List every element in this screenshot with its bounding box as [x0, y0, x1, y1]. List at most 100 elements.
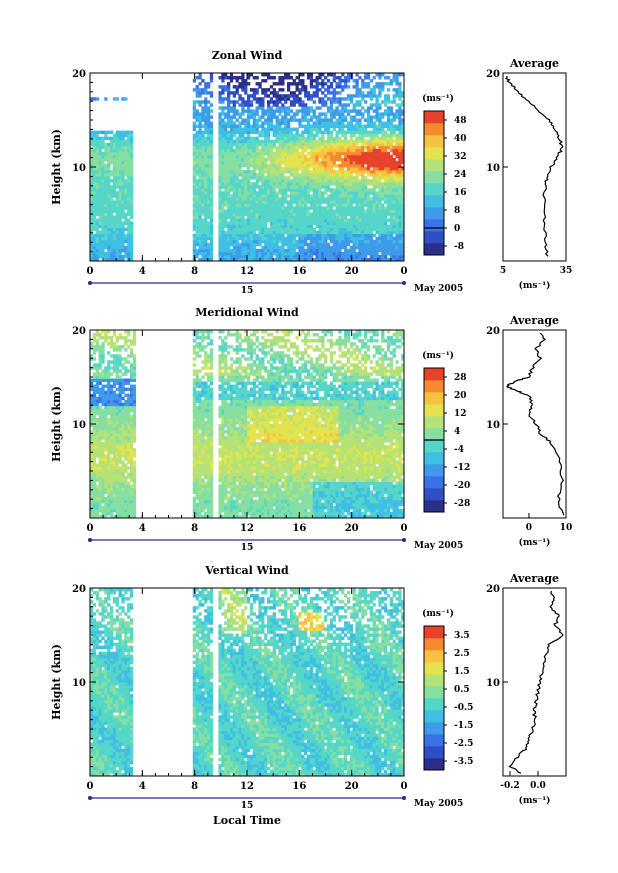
heatmap-cell — [101, 221, 105, 226]
heatmap-cell — [112, 505, 117, 510]
heatmap-cell — [98, 375, 102, 379]
heatmap-cell — [118, 148, 122, 153]
heatmap-cell — [127, 136, 131, 141]
heatmap-cell — [281, 230, 285, 235]
heatmap-cell — [247, 224, 251, 229]
heatmap-cell — [235, 88, 239, 92]
heatmap-cell — [195, 151, 199, 156]
heatmap-cell — [286, 106, 291, 110]
heatmap-cell — [355, 236, 359, 241]
heatmap-cell — [386, 157, 391, 162]
heatmap-cell — [364, 248, 368, 253]
heatmap-cell — [284, 100, 288, 104]
heatmap-cell — [329, 212, 334, 216]
heatmap-cell — [272, 154, 276, 159]
heatmap-cell — [109, 366, 114, 370]
heatmap-cell — [338, 97, 342, 101]
heatmap-cell — [326, 254, 331, 259]
heatmap-cell — [278, 145, 282, 150]
heatmap-cell — [372, 212, 376, 216]
heatmap-cell — [92, 442, 97, 446]
heatmap-cell — [269, 233, 274, 238]
heatmap-cell — [355, 221, 359, 226]
heatmap-cell — [326, 179, 331, 183]
heatmap-cell — [112, 236, 117, 241]
heatmap-cell — [375, 224, 379, 229]
heatmap-cell — [255, 100, 259, 104]
heatmap-cell — [284, 133, 288, 138]
heatmap-cell — [258, 221, 262, 226]
heatmap-cell — [292, 230, 296, 235]
heatmap-cell — [309, 97, 314, 101]
heatmap-cell — [209, 251, 214, 256]
heatmap-cell — [95, 448, 99, 452]
heatmap-cell — [355, 88, 359, 92]
heatmap-cell — [101, 399, 105, 404]
heatmap-cell — [195, 100, 199, 104]
heatmap-cell — [329, 133, 334, 138]
heatmap-cell — [361, 163, 365, 168]
colorbar-swatch — [424, 171, 444, 184]
heatmap-cell — [241, 212, 245, 216]
heatmap-cell — [121, 182, 125, 186]
heatmap-cell — [264, 112, 268, 116]
heatmap-cell — [312, 176, 316, 180]
heatmap-cell — [349, 236, 354, 241]
heatmap-cell — [229, 118, 234, 122]
heatmap-cell — [384, 100, 388, 104]
heatmap-cell — [364, 176, 368, 180]
heatmap-cell — [286, 245, 291, 250]
heatmap-cell — [298, 230, 302, 235]
heatmap-cell — [266, 206, 271, 210]
heatmap-cell — [344, 209, 348, 213]
heatmap-cell — [286, 109, 291, 113]
heatmap-cell — [395, 203, 399, 207]
heatmap-cell — [95, 179, 99, 183]
heatmap-cell — [92, 242, 97, 247]
heatmap-cell — [329, 227, 334, 232]
heatmap-cell — [204, 206, 208, 210]
heatmap-cell — [109, 257, 114, 262]
heatmap-cell — [90, 454, 94, 458]
heatmap-cell — [201, 221, 205, 226]
heatmap-cell — [335, 179, 339, 183]
heatmap-cell — [372, 148, 376, 153]
heatmap-cell — [204, 221, 208, 226]
heatmap-cell — [321, 218, 325, 222]
heatmap-cell — [398, 188, 402, 192]
heatmap-cell — [281, 245, 285, 250]
heatmap-cell — [375, 236, 379, 241]
heatmap-cell — [335, 221, 339, 226]
heatmap-cell — [272, 218, 276, 222]
heatmap-cell — [198, 173, 202, 177]
heatmap-cell — [241, 151, 245, 156]
heatmap-cell — [335, 97, 339, 101]
heatmap-cell — [101, 427, 105, 431]
heatmap-cell — [289, 109, 294, 113]
heatmap-cell — [281, 142, 285, 147]
heatmap-cell — [318, 197, 322, 201]
heatmap-cell — [352, 170, 356, 174]
heatmap-cell — [98, 179, 102, 183]
heatmap-cell — [309, 179, 314, 183]
heatmap-cell — [284, 239, 288, 244]
heatmap-cell — [306, 145, 311, 150]
heatmap-cell — [301, 130, 305, 135]
heatmap-cell — [235, 218, 239, 222]
heatmap-cell — [275, 109, 279, 113]
heatmap-cell — [395, 136, 399, 141]
heatmap-cell — [304, 88, 308, 92]
heatmap-cell — [272, 206, 276, 210]
heatmap-cell — [104, 182, 108, 186]
heatmap-cell — [221, 124, 225, 128]
heatmap-cell — [344, 182, 348, 186]
heatmap-cell — [315, 203, 319, 207]
heatmap-cell — [272, 124, 276, 128]
heatmap-cell — [118, 257, 122, 262]
heatmap-cell — [101, 411, 105, 416]
heatmap-cell — [101, 454, 105, 458]
heatmap-cell — [238, 206, 242, 210]
heatmap-cell — [101, 348, 105, 352]
heatmap-cell — [364, 73, 368, 77]
heatmap-cell — [249, 215, 254, 219]
